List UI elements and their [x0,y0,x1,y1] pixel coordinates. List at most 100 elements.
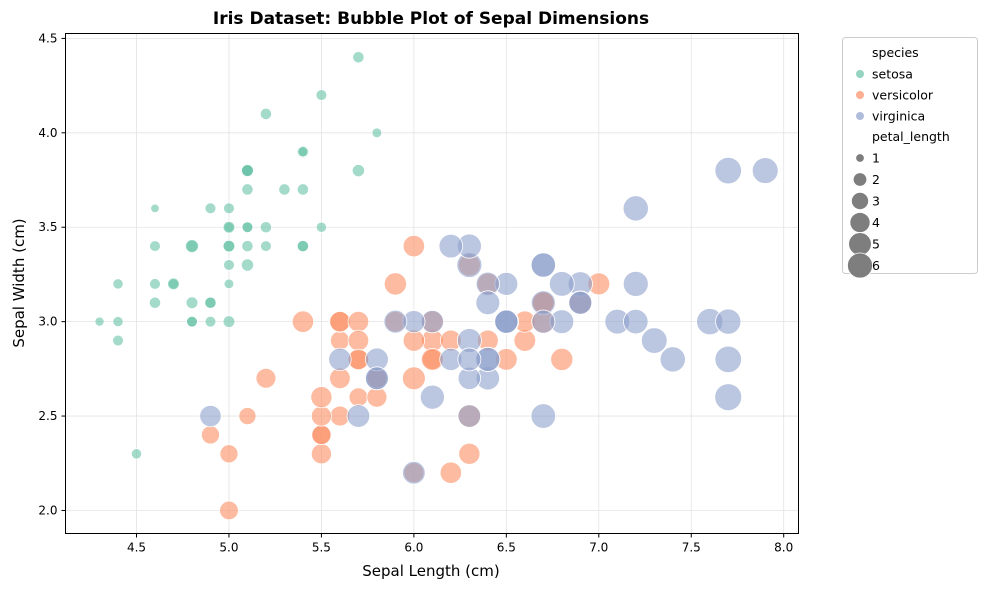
y-axis-label: Sepal Width (cm) [10,218,28,347]
legend-label-setosa: setosa [872,67,913,82]
point-setosa [223,202,235,215]
point-setosa [94,316,105,327]
y-tick-label: 3.0 [38,315,57,329]
point-setosa [130,448,143,460]
point-setosa [222,220,236,234]
point-versicolor [310,405,332,427]
axis-ticks: 4.5 5.0 5.5 6.0 6.5 7.0 7.5 8.0 2.0 2.5 3.0 3.5 4.0 4… [38,31,793,554]
point-versicolor [219,500,239,521]
point-setosa [167,277,180,291]
y-tick-label: 4.5 [38,31,57,45]
point-setosa [222,315,236,328]
point-setosa [112,316,124,328]
point-setosa [315,221,327,233]
point-virginica [659,346,686,373]
legend-size-title: petal_length [872,129,950,144]
legend: species petal_length setosa versicolor vir… [842,37,978,279]
data-points [94,51,779,521]
point-setosa [351,164,365,178]
point-setosa [204,296,217,309]
point-setosa [186,315,198,328]
point-versicolor [513,329,537,352]
point-setosa [296,240,310,253]
point-setosa [240,258,255,272]
point-setosa [278,183,291,196]
point-virginica [328,347,352,372]
legend-marker-versicolor [856,91,864,99]
legend-size-label: 2 [872,172,880,187]
point-setosa [112,278,124,290]
point-setosa [222,239,236,253]
point-virginica [641,327,668,354]
point-versicolor [255,367,277,389]
point-versicolor [401,366,426,391]
point-versicolor [329,311,351,333]
point-setosa [185,296,199,310]
point-virginica [383,309,408,334]
point-virginica [714,156,742,185]
point-versicolor [310,386,333,409]
legend-size-label: 5 [872,237,880,252]
legend-marker-setosa [856,70,864,78]
point-setosa [184,239,199,254]
legend-size-marker [851,192,869,210]
legend-label-versicolor: versicolor [872,88,934,103]
legend-size-marker [848,232,872,256]
point-setosa [260,240,272,252]
point-virginica [623,308,649,335]
point-virginica [715,308,742,335]
point-versicolor [348,387,369,407]
point-versicolor [201,425,220,445]
point-setosa [352,51,365,64]
point-virginica [568,290,593,315]
point-virginica [494,309,519,334]
point-versicolor [311,424,332,445]
point-versicolor [383,272,407,296]
legend-size-label: 1 [872,151,880,166]
point-virginica [365,366,389,391]
point-setosa [296,183,310,196]
point-virginica [457,404,482,428]
legend-size-label: 3 [872,194,880,209]
point-versicolor [458,442,481,465]
point-setosa [259,221,273,234]
point-virginica [199,404,222,428]
y-tick-label: 2.0 [38,503,57,517]
legend-size-marker [847,252,873,279]
x-tick-label: 6.5 [497,541,516,555]
y-tick-label: 4.0 [38,126,57,140]
legend-size-marker [849,212,871,233]
point-versicolor [550,347,574,371]
point-setosa [241,240,254,253]
legend-label-virginica: virginica [872,109,925,124]
point-virginica [531,309,556,334]
point-versicolor [402,234,426,258]
legend-box [842,37,978,274]
point-setosa [149,278,161,290]
point-setosa [204,202,217,215]
point-setosa [148,296,162,309]
point-versicolor [347,329,370,352]
point-setosa [241,183,254,196]
point-setosa [241,164,254,177]
point-virginica [438,233,464,259]
x-axis-label: Sepal Length (cm) [362,562,499,580]
x-tick-label: 6.0 [404,541,423,555]
x-tick-label: 5.5 [312,541,331,555]
point-setosa [223,278,235,290]
point-versicolor [347,310,370,333]
point-virginica [457,347,482,372]
point-virginica [622,270,649,297]
x-tick-label: 7.0 [589,541,608,555]
plot-frame [65,33,799,534]
point-versicolor [310,443,332,465]
legend-size-marker [852,172,868,187]
point-virginica [714,345,742,374]
point-setosa [112,334,124,347]
point-virginica [475,290,501,316]
point-virginica [714,383,743,412]
point-setosa [315,89,328,101]
y-tick-label: 2.5 [38,409,57,423]
